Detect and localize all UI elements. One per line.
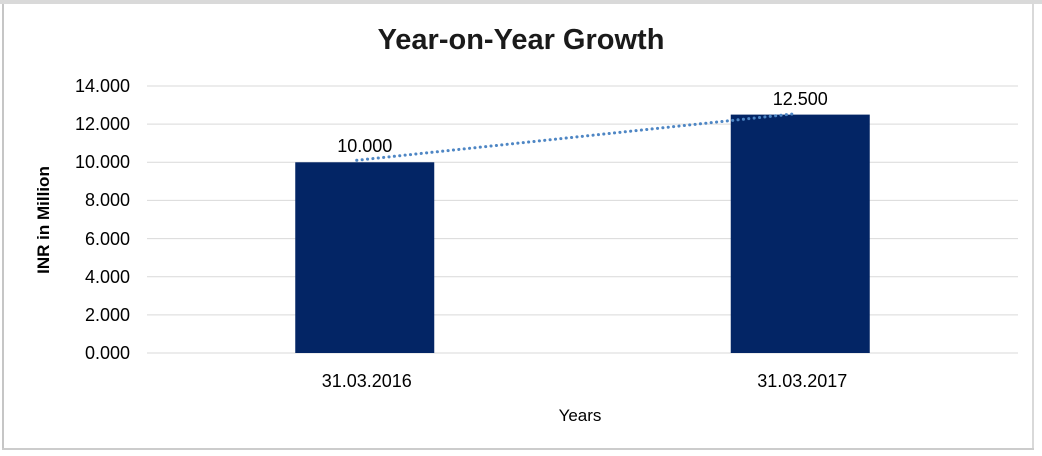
y-tick-label: 14.000 [74,76,130,96]
chart-title: Year-on-Year Growth [377,24,665,56]
x-axis-title: Years [558,406,602,425]
x-tick-label: 31.03.2017 [757,371,848,391]
bar-value-label: 10.000 [337,136,393,157]
y-tick-label: 12.000 [74,114,130,135]
bar [295,162,435,353]
chart-frame-bottom-edge [2,448,1034,450]
y-tick-label: 10.000 [74,152,130,173]
y-tick-label: 4.000 [84,266,130,287]
x-tick-label: 31.03.2016 [321,371,412,391]
y-tick-label: 8.000 [84,190,130,211]
chart-frame-left-edge [2,4,4,450]
bar [730,114,870,353]
trendline [355,112,798,162]
bar-value-label: 12.500 [772,88,828,109]
chart-frame-right-edge [1032,4,1034,450]
y-tick-label: 2.000 [84,304,130,325]
y-tick-label: 0.000 [84,343,130,363]
chart-frame-top-edge [0,0,1042,4]
y-tick-label: 6.000 [84,228,130,249]
